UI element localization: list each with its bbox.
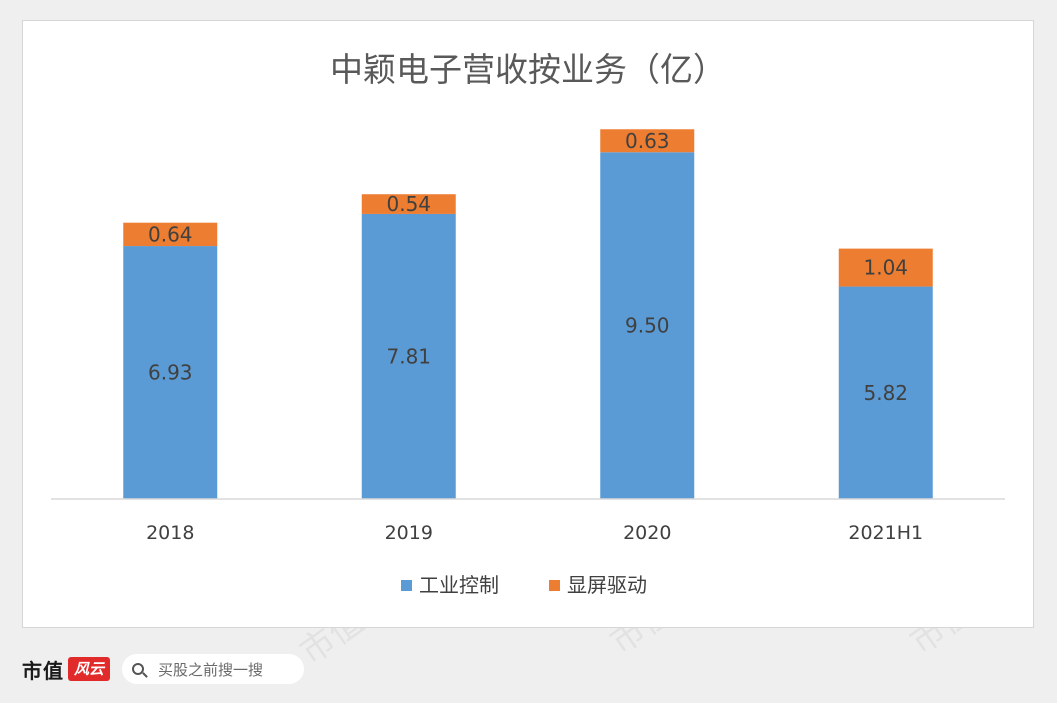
x-tick-labels: 2018 2019 2020 2021H1 — [146, 522, 923, 544]
chart-title: 中颖电子营收按业务（亿） — [330, 50, 726, 89]
stacked-bar-chart: 中颖电子营收按业务（亿） 6.93 0.64 7.81 0.54 9.50 0.63 5.8… — [51, 50, 1005, 597]
data-label: 0.54 — [386, 192, 431, 216]
bar-display-2021H1 — [838, 248, 933, 287]
x-tick-label: 2021H1 — [848, 522, 923, 544]
bar-industrial-2019 — [361, 213, 456, 499]
search-placeholder: 买股之前搜一搜 — [158, 660, 264, 679]
bar-industrial-2021H1 — [838, 286, 933, 499]
data-label: 6.93 — [148, 361, 193, 385]
search-box[interactable]: 买股之前搜一搜 — [122, 654, 305, 684]
legend-swatch-industrial — [401, 580, 412, 591]
x-tick-label: 2019 — [385, 522, 433, 544]
brand-logo: 风云 — [68, 657, 111, 681]
bar-display-2019 — [361, 194, 456, 214]
bar-industrial-2020 — [600, 152, 695, 499]
legend-label: 工业控制 — [419, 573, 499, 597]
data-label: 1.04 — [863, 256, 908, 280]
bar-industrial-2018 — [123, 246, 218, 499]
bars-group: 6.93 0.64 7.81 0.54 9.50 0.63 5.82 1.04 — [123, 129, 933, 499]
data-label: 5.82 — [863, 381, 908, 405]
bar-display-2018 — [123, 222, 218, 247]
x-tick-label: 2018 — [146, 522, 194, 544]
data-label: 7.81 — [386, 344, 431, 368]
bar-display-2020 — [600, 129, 695, 153]
footer-bar: 市值 风云 买股之前搜一搜 — [22, 652, 305, 686]
chart-frame: 中颖电子营收按业务（亿） 6.93 0.64 7.81 0.54 9.50 0.63 5.8… — [22, 20, 1034, 628]
brand-name: 市值 — [22, 658, 64, 683]
search-icon — [132, 663, 145, 675]
legend: 工业控制 显屏驱动 — [401, 573, 647, 597]
legend-swatch-display — [549, 580, 560, 591]
x-tick-label: 2020 — [623, 522, 671, 544]
data-label: 9.50 — [625, 314, 670, 338]
legend-label: 显屏驱动 — [567, 573, 647, 597]
data-label: 0.63 — [625, 129, 670, 153]
data-label: 0.64 — [148, 222, 193, 246]
